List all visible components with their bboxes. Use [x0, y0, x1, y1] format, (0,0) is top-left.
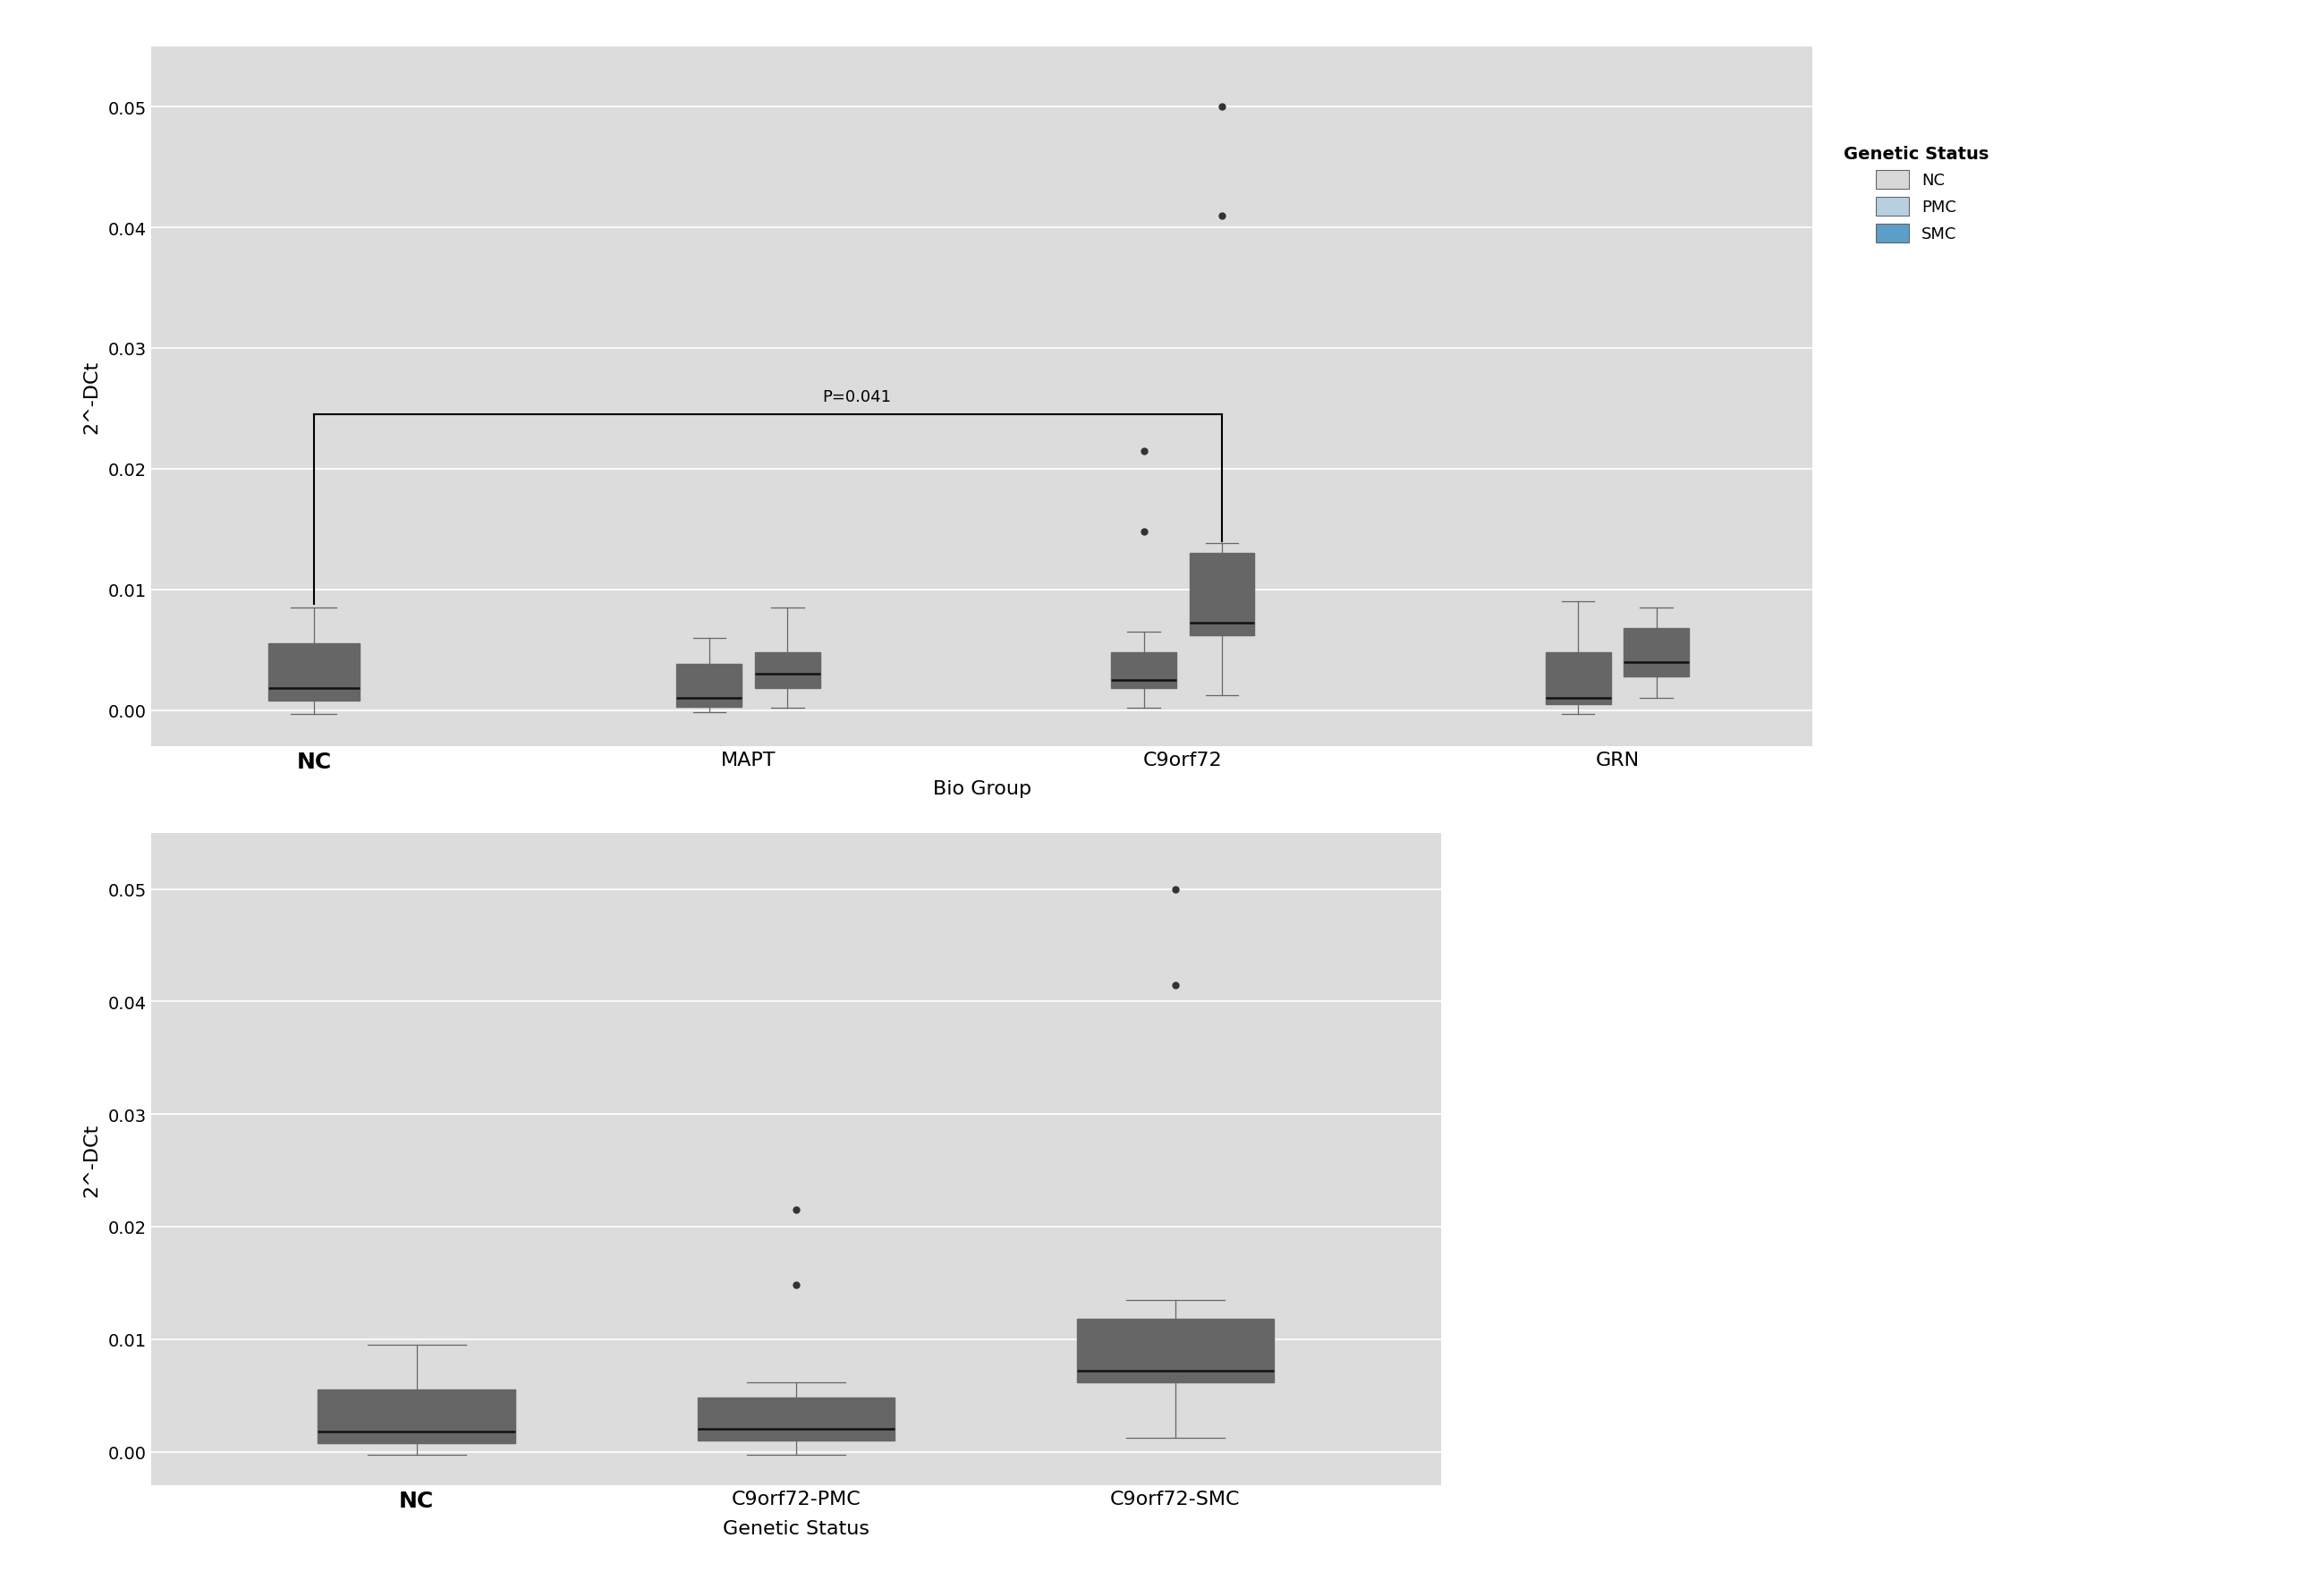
Text: P=0.041: P=0.041 [823, 390, 892, 406]
Y-axis label: 2^-DCt: 2^-DCt [84, 360, 100, 434]
PathPatch shape [1545, 652, 1611, 704]
PathPatch shape [676, 665, 741, 707]
Y-axis label: 2^-DCt: 2^-DCt [84, 1122, 100, 1196]
PathPatch shape [755, 652, 820, 689]
Legend: NC, PMC, SMC: NC, PMC, SMC [1838, 140, 1996, 250]
PathPatch shape [318, 1390, 516, 1443]
X-axis label: Bio Group: Bio Group [932, 780, 1032, 799]
PathPatch shape [1111, 652, 1176, 689]
X-axis label: Genetic Status: Genetic Status [723, 1519, 869, 1537]
PathPatch shape [1190, 553, 1255, 635]
PathPatch shape [1076, 1319, 1274, 1382]
PathPatch shape [267, 645, 360, 701]
PathPatch shape [1624, 629, 1690, 676]
PathPatch shape [697, 1398, 895, 1440]
